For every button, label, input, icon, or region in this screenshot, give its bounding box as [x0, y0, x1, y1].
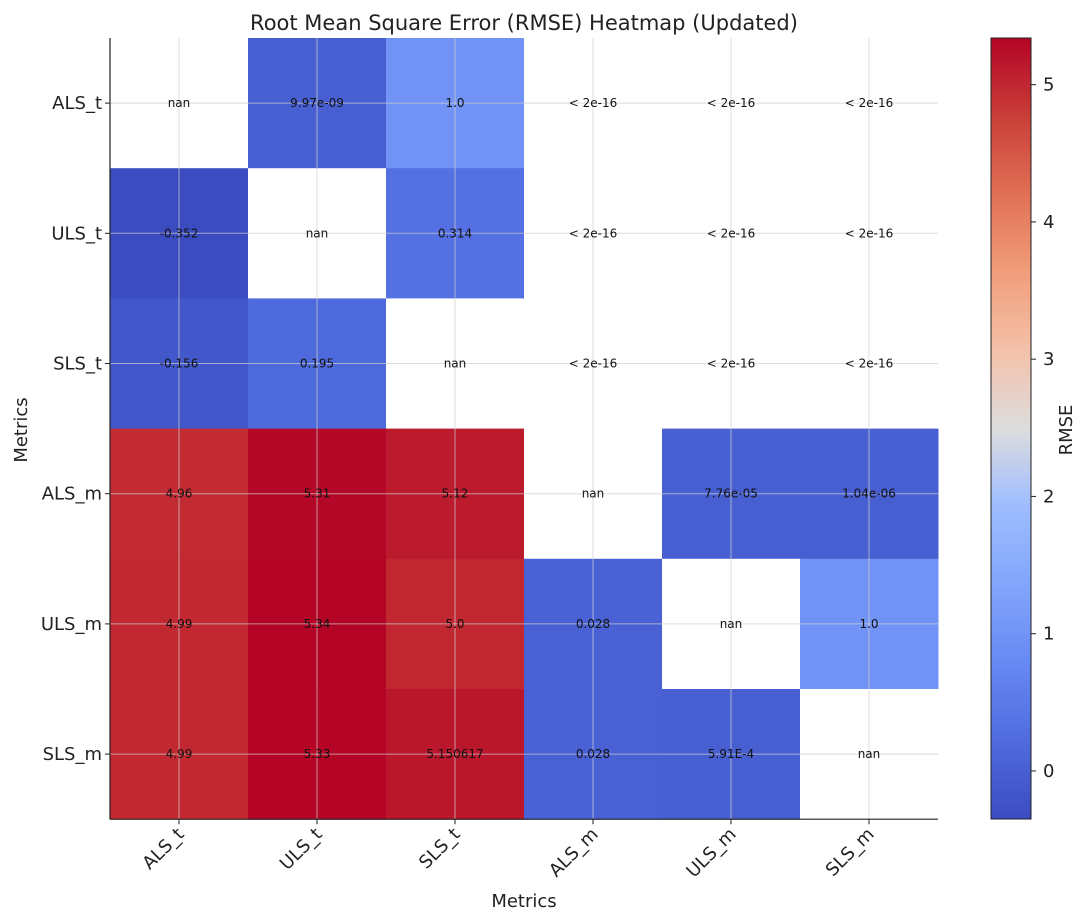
cell-label: < 2e-16: [707, 357, 756, 371]
gridlines: [110, 38, 938, 820]
colorbar-ticks: 0 1 2 3 4 5: [1031, 75, 1054, 782]
x-tick-label: ULS_m: [682, 824, 740, 882]
cell-label: 4.99: [166, 617, 193, 631]
heatmap-cells: [110, 38, 939, 820]
cell-label: < 2e-16: [569, 96, 618, 110]
colorbar-tick-label: 3: [1043, 349, 1054, 370]
colorbar: [990, 37, 1032, 820]
cell-label: -0.352: [160, 226, 199, 240]
cell-label: < 2e-16: [707, 96, 756, 110]
cell-label: 5.31: [304, 487, 331, 501]
cell-label: 0.314: [438, 226, 472, 240]
cell-label: 5.91E-4: [708, 747, 754, 761]
y-tick-label: ALS_m: [42, 484, 102, 505]
y-tick-label: ULS_t: [51, 223, 102, 244]
cell-label: 0.028: [576, 747, 610, 761]
cell-label: nan: [444, 357, 467, 371]
cell-label: -0.156: [160, 357, 199, 371]
chart-title: Root Mean Square Error (RMSE) Heatmap (U…: [250, 11, 798, 35]
y-tick-label: SLS_m: [43, 744, 102, 765]
cell-label: 4.99: [166, 747, 193, 761]
cell-label: nan: [858, 747, 881, 761]
x-tick-label: ULS_t: [276, 824, 327, 875]
cell-labels: nan 9.97e-09 1.0 < 2e-16 < 2e-16 < 2e-16 -0.35…: [160, 96, 896, 761]
cell-label: 4.96: [166, 487, 193, 501]
cell-label: nan: [582, 487, 605, 501]
cell-label: 5.0: [445, 617, 464, 631]
y-tick-labels: ALS_t ULS_t SLS_t ALS_m ULS_m SLS_m: [41, 93, 110, 765]
colorbar-tick-label: 2: [1043, 486, 1054, 507]
cell-label: 5.12: [442, 487, 469, 501]
cell-label: 7.76e-05: [704, 487, 758, 501]
cell-label: 5.33: [304, 747, 331, 761]
x-tick-label: SLS_m: [822, 824, 879, 881]
x-axis-label: Metrics: [491, 891, 556, 912]
cell-label: < 2e-16: [569, 226, 618, 240]
cell-label: 1.04e-06: [842, 487, 896, 501]
cell-label: < 2e-16: [845, 226, 894, 240]
cell-label: 9.97e-09: [290, 96, 344, 110]
colorbar-tick-label: 5: [1043, 75, 1054, 96]
cell-label: nan: [720, 617, 743, 631]
cell-label: 1.0: [445, 96, 464, 110]
y-tick-label: SLS_t: [53, 354, 102, 375]
x-tick-labels: ALS_t ULS_t SLS_t ALS_m ULS_m SLS_m: [138, 819, 879, 882]
axes: [109, 38, 938, 820]
cell-label: nan: [168, 96, 191, 110]
cell-label: 5.34: [304, 617, 331, 631]
cell-label: nan: [306, 226, 329, 240]
cell-label: 5.150617: [426, 747, 483, 761]
cell-label: < 2e-16: [845, 96, 894, 110]
colorbar-tick-label: 1: [1043, 624, 1054, 645]
colorbar-tick-label: 0: [1043, 761, 1054, 782]
x-tick-label: SLS_t: [415, 824, 464, 873]
x-tick-label: ALS_t: [138, 824, 188, 874]
y-tick-label: ALS_t: [52, 93, 102, 114]
cell-label: 1.0: [859, 617, 878, 631]
cell-label: 0.028: [576, 617, 610, 631]
colorbar-label: RMSE: [1056, 405, 1077, 456]
cell-label: < 2e-16: [845, 357, 894, 371]
y-tick-label: ULS_m: [41, 614, 102, 635]
x-tick-label: ALS_m: [545, 824, 602, 881]
cell-label: < 2e-16: [569, 357, 618, 371]
colorbar-tick-label: 4: [1043, 212, 1054, 233]
cell-label: < 2e-16: [707, 226, 756, 240]
y-axis-label: Metrics: [11, 397, 32, 462]
cell-label: 0.195: [300, 357, 334, 371]
